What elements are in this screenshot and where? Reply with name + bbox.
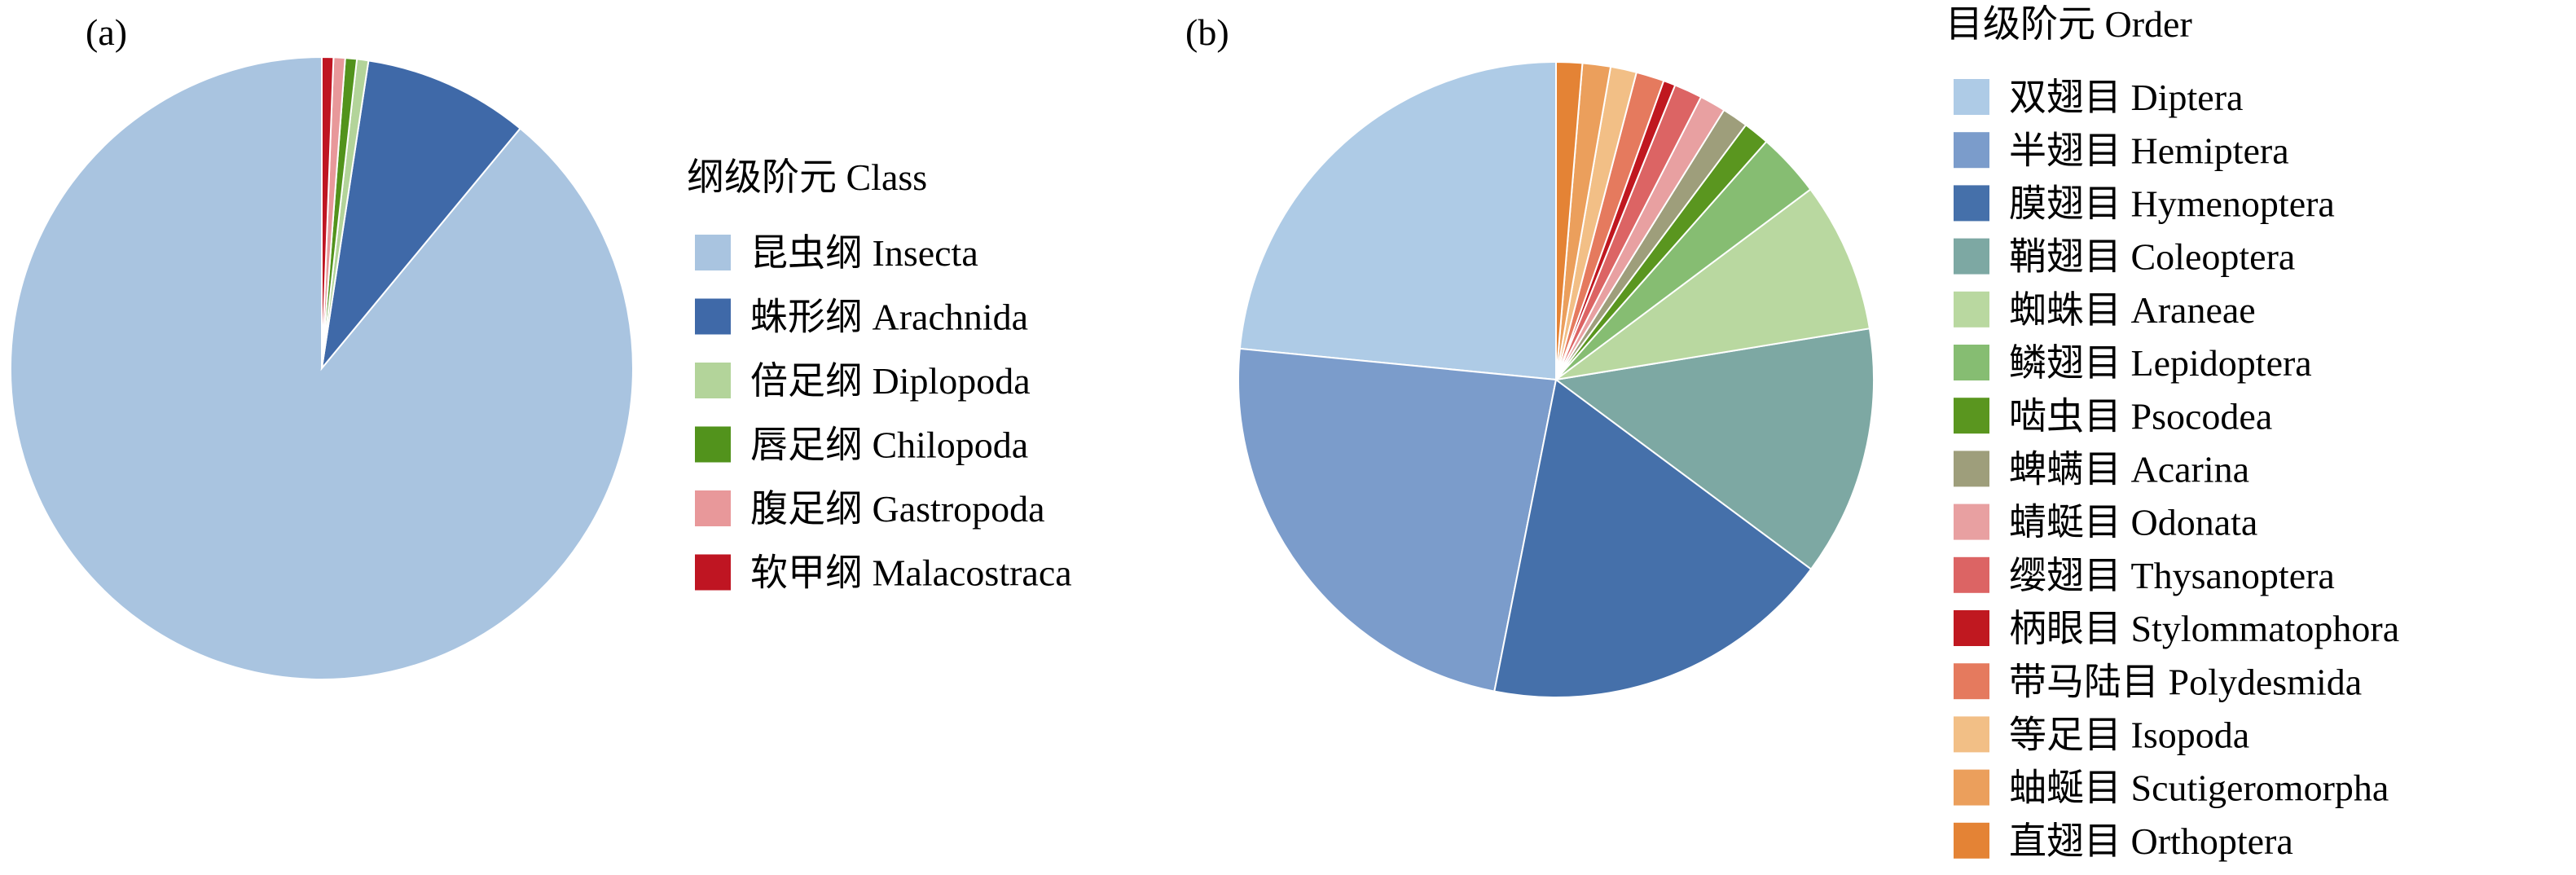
legend-label-0-2: 倍足纲 Diplopoda <box>750 360 1031 402</box>
pie-chart-order <box>1237 60 1875 698</box>
legend-swatch-1-3 <box>1954 238 1989 275</box>
panel-label-b: (b) <box>1185 11 1229 53</box>
legend-swatch-1-12 <box>1954 716 1989 753</box>
panel-label-a: (a) <box>86 11 127 53</box>
pie-slice-1-4 <box>1555 188 1871 380</box>
legend-swatch-0-1 <box>695 298 731 335</box>
legend-order-title: 目级阶元 Order <box>1945 3 2192 45</box>
legend-label-1-12: 等足目 Isopoda <box>2009 715 2249 756</box>
pie-slice-1-3 <box>1554 328 1875 570</box>
legend-label-1-11: 带马陆目 Polydesmida <box>2009 661 2362 702</box>
legend-swatch-1-14 <box>1954 822 1989 859</box>
legend-swatch-1-2 <box>1954 185 1989 222</box>
legend-label-1-4: 蜘蛛目 Araneae <box>2009 289 2256 331</box>
pie-slice-1-0 <box>1238 60 1557 381</box>
legend-label-1-13: 蚰蜒目 Scutigeromorpha <box>2009 767 2389 809</box>
legend-label-1-10: 柄眼目 Stylommatophora <box>2009 608 2399 649</box>
legend-label-1-14: 直翅目 Orthoptera <box>2009 820 2293 862</box>
pie-slice-0-1 <box>320 59 521 372</box>
legend-order: 目级阶元 Order 双翅目 Diptera 半翅目 Hemiptera 膜翅目 H… <box>1945 3 2399 862</box>
legend-swatch-1-11 <box>1954 663 1989 700</box>
legend-swatch-1-4 <box>1954 291 1989 328</box>
legend-swatch-1-7 <box>1954 451 1989 487</box>
legend-label-0-4: 腹足纲 Gastropoda <box>750 488 1045 530</box>
legend-class: 纲级阶元 Class 昆虫纲 Insecta 蛛形纲 Arachnida 倍足纲 D… <box>687 156 1072 594</box>
legend-label-1-8: 蜻蜓目 Odonata <box>2009 502 2257 543</box>
pie-slice-1-2 <box>1493 378 1813 698</box>
legend-label-0-5: 软甲纲 Malacostraca <box>750 552 1072 594</box>
legend-label-1-2: 膜翅目 Hymenoptera <box>2009 183 2335 225</box>
pie-chart-class <box>10 55 634 680</box>
legend-class-title: 纲级阶元 Class <box>687 156 927 198</box>
legend-swatch-1-0 <box>1954 79 1989 115</box>
legend-swatch-1-9 <box>1954 556 1989 593</box>
legend-swatch-1-1 <box>1954 132 1989 169</box>
legend-swatch-1-10 <box>1954 610 1989 646</box>
pie-slice-1-1 <box>1237 347 1558 693</box>
legend-label-1-1: 半翅目 Hemiptera <box>2009 130 2289 171</box>
legend-swatch-0-4 <box>695 490 731 526</box>
legend-swatch-1-13 <box>1954 769 1989 806</box>
legend-label-1-5: 鳞翅目 Lepidoptera <box>2009 342 2312 384</box>
legend-swatch-0-3 <box>695 426 731 463</box>
legend-swatch-0-2 <box>695 363 731 398</box>
legend-label-0-3: 唇足纲 Chilopoda <box>750 424 1028 466</box>
legend-label-0-1: 蛛形纲 Arachnida <box>750 297 1028 338</box>
legend-swatch-0-0 <box>695 235 731 270</box>
legend-label-1-3: 鞘翅目 Coleoptera <box>2009 236 2295 278</box>
legend-swatch-0-5 <box>695 554 731 591</box>
legend-label-1-0: 双翅目 Diptera <box>2009 77 2243 118</box>
legend-swatch-1-5 <box>1954 345 1989 380</box>
pie-slice-1-14 <box>1555 60 1584 380</box>
legend-label-1-7: 蜱螨目 Acarina <box>2009 449 2249 490</box>
legend-label-1-6: 啮虫目 Psocodea <box>2009 395 2272 437</box>
legend-label-1-9: 缨翅目 Thysanoptera <box>2009 555 2335 596</box>
legend-swatch-1-8 <box>1954 503 1989 540</box>
legend-label-0-0: 昆虫纲 Insecta <box>750 232 978 274</box>
legend-swatch-1-6 <box>1954 398 1989 434</box>
pie-slice-0-5 <box>321 55 335 369</box>
